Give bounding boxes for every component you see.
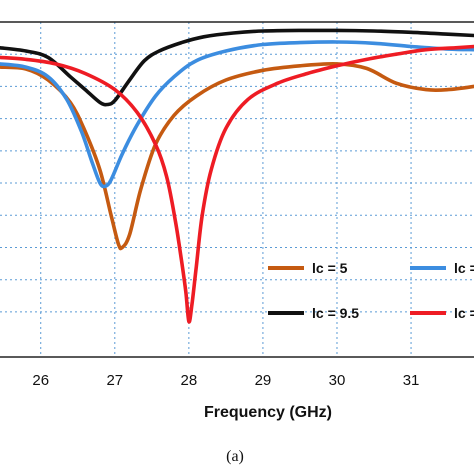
figure-caption: (a) <box>226 448 244 465</box>
grid-lines <box>0 22 474 357</box>
series-line-0 <box>0 61 474 251</box>
series-line-1 <box>0 40 474 189</box>
x-tick-label-3: 29 <box>255 372 272 389</box>
x-tick-label-2: 28 <box>181 372 198 389</box>
x-tick-label-4: 30 <box>329 372 346 389</box>
legend-label-0: lc = 5 <box>312 260 348 276</box>
series-line-2 <box>0 28 474 107</box>
legend-label-1: lc = 7 <box>454 260 474 276</box>
series-line-3 <box>0 44 474 324</box>
legend-label-3: lc = 12 <box>454 305 474 321</box>
series-lines <box>0 28 474 324</box>
plot-frame <box>0 21 474 358</box>
legend-label-2: lc = 9.5 <box>312 305 359 321</box>
x-tick-label-5: 31 <box>403 372 420 389</box>
x-tick-label-1: 27 <box>106 372 123 389</box>
legend: lc = 5 lc = 7 lc = 9.5 lc = 12 <box>268 260 474 321</box>
x-tick-labels: 26 27 28 29 30 31 <box>32 372 419 389</box>
x-axis-title: Frequency (GHz) <box>204 404 332 421</box>
x-tick-label-0: 26 <box>32 372 49 389</box>
